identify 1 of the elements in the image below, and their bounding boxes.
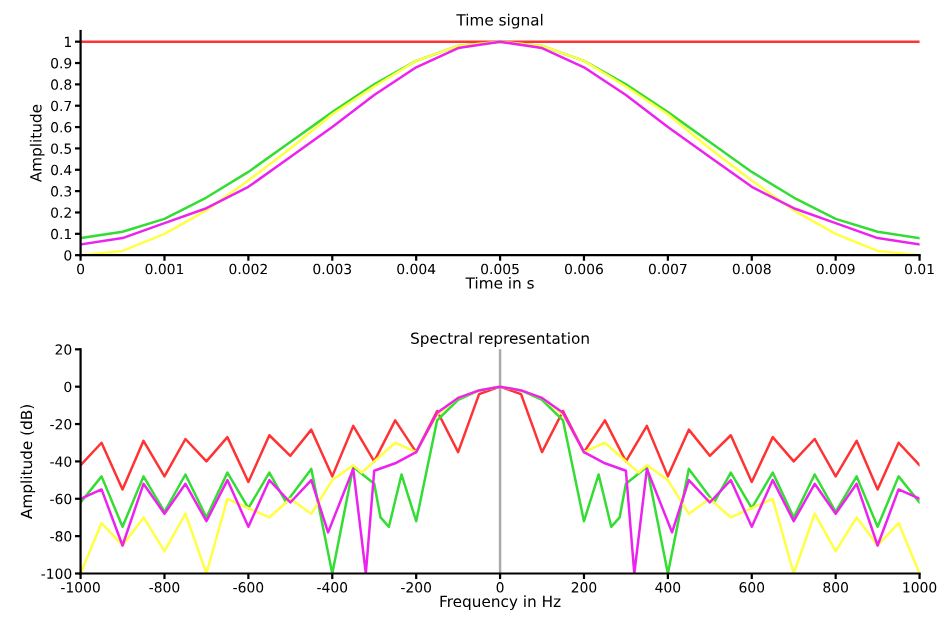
line-series	[80, 385, 920, 491]
